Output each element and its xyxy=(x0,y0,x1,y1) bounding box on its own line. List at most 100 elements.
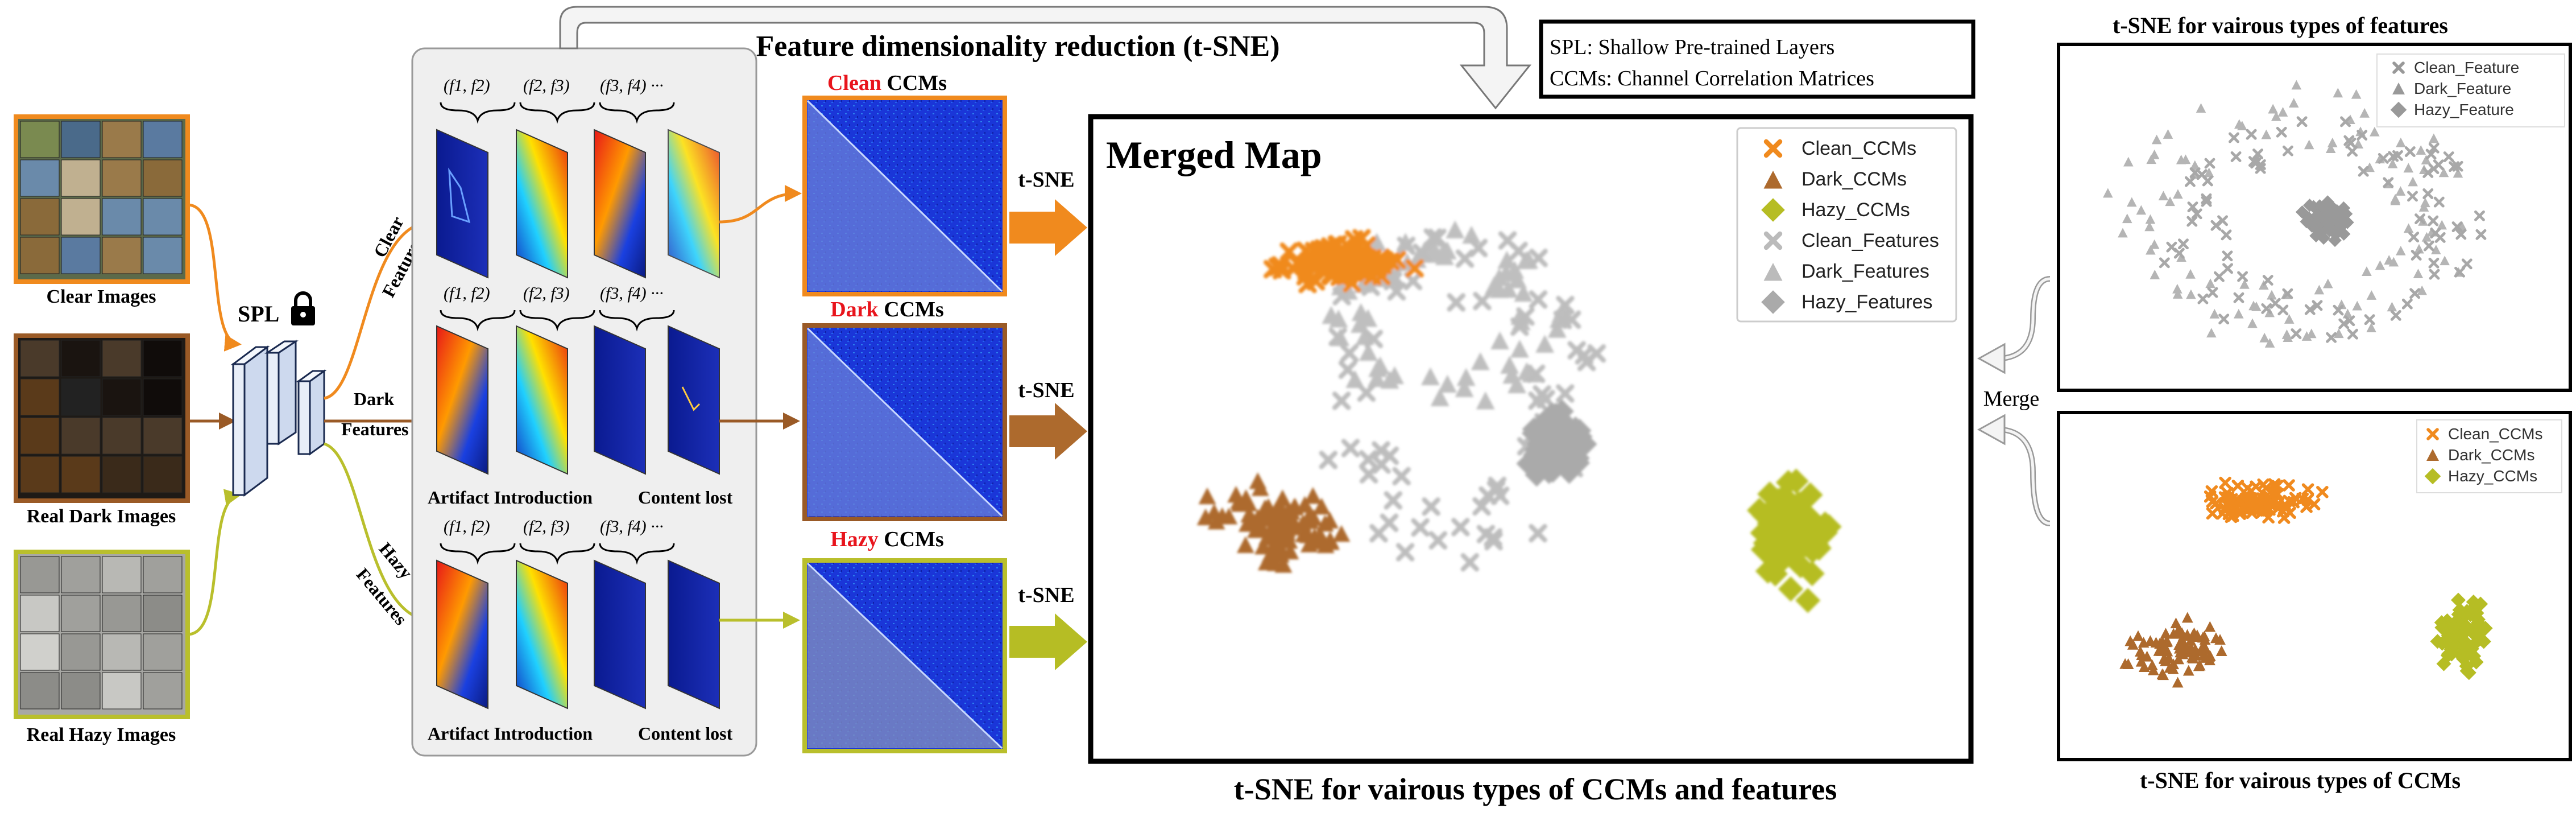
feature-panel-clean-point-stroke xyxy=(2433,196,2445,208)
ccm-panel-dark-point xyxy=(2150,637,2162,648)
ccm-panel-clean-point-stroke xyxy=(2242,494,2255,507)
feature-panel-clean-point xyxy=(2461,258,2473,270)
feature-panel-clean-point-stroke xyxy=(2356,130,2368,141)
merged-clean-feature-point-stroke xyxy=(1556,295,1575,315)
tsne-label-hazy: t-SNE xyxy=(1018,583,1074,607)
feature-panel-clean-point xyxy=(2252,149,2264,159)
ccm-title-word: Dark xyxy=(830,298,879,321)
feature-maps-hazy xyxy=(436,559,720,710)
feature-panel-dark-point xyxy=(2185,269,2196,279)
merged-clean-ccm-point xyxy=(1405,259,1424,278)
feature-panel-clean-point-stroke xyxy=(2388,151,2399,162)
ccm-panel-clean-point-stroke xyxy=(2260,482,2272,494)
feature-panel-clean-point xyxy=(2213,271,2225,282)
ccm-panel-dark-point xyxy=(2172,677,2184,688)
merged-hazy-feature-point xyxy=(1569,424,1593,449)
feature-panel-clean-point xyxy=(2455,229,2467,240)
ccm-panel-hazy-point xyxy=(2459,658,2474,674)
pair-label: (f1, f2) xyxy=(444,76,490,95)
merged-dark-ccm-point xyxy=(1267,523,1285,540)
merged-clean-feature-point xyxy=(1526,364,1546,383)
feature-panel-clean-point xyxy=(2401,298,2413,310)
arrow-spl-hazy-features xyxy=(324,442,435,629)
feature-panel-clean-point xyxy=(2429,269,2440,280)
feature-panel-clean-point xyxy=(2338,318,2350,329)
merged-clean-feature-point-stroke xyxy=(1476,525,1496,543)
ccm-panel-clean-point-stroke xyxy=(2308,498,2321,510)
feature-panel-clean-point xyxy=(2378,152,2389,164)
image-tile xyxy=(143,672,183,710)
feature-panel-hazy-point xyxy=(2316,209,2329,224)
merged-map-caption: t-SNE for vairous types of CCMs and feat… xyxy=(1234,772,1837,806)
merged-legend: Clean_CCMs Dark_CCMs Hazy_CCMs Clean_Fea… xyxy=(1736,127,1957,323)
merged-clean-feature-point-stroke xyxy=(1469,238,1488,258)
ccm-panel-dark-point xyxy=(2191,629,2203,641)
image-tile xyxy=(143,121,183,158)
merged-clean-feature-point-stroke xyxy=(1473,291,1492,311)
feature-panel-dark-point xyxy=(2437,220,2447,230)
merged-dark-feature-point xyxy=(1522,364,1541,383)
feature-panel-clean-point-stroke xyxy=(2428,142,2440,154)
ccm-panel-dark-point xyxy=(2196,644,2207,655)
merged-clean-feature-point-stroke xyxy=(1516,307,1535,326)
ccm-panel-clean-point xyxy=(2300,500,2313,513)
feature-panel-clean-point-stroke xyxy=(2246,129,2257,140)
feature-panel-dark-point xyxy=(2209,308,2220,319)
feature-panel-hazy-point xyxy=(2337,201,2351,215)
feature-panel-dark-point xyxy=(2440,255,2450,266)
feature-panel-clean-point-stroke xyxy=(2454,266,2465,278)
feature-panel-clean-point-stroke xyxy=(2407,191,2418,202)
merged-clean-feature-point xyxy=(1392,467,1411,486)
feature-panel-clean-point-stroke xyxy=(2422,188,2434,199)
feature-panel-dark-point xyxy=(2314,284,2325,295)
feature-panel-clean-point xyxy=(2202,175,2213,187)
ccm-panel-hazy-point xyxy=(2436,656,2451,671)
feature-panel-clean-point-stroke xyxy=(2451,221,2463,233)
feature-panel-clean-point-stroke xyxy=(2344,315,2355,327)
feature-panel-clean-point xyxy=(2186,216,2198,227)
pair-label: (f1, f2) xyxy=(444,284,490,303)
pair-label: (f2, f3) xyxy=(523,284,570,303)
feature-panel-clean-point-stroke xyxy=(2409,288,2421,299)
feature-panel-clean-point-stroke xyxy=(2364,314,2375,325)
image-tile xyxy=(102,633,142,671)
feature-panel-dark-point xyxy=(2180,154,2191,164)
merged-dark-ccm-point xyxy=(1283,510,1302,528)
feature-panel-clean-point-stroke xyxy=(2474,210,2485,221)
legend-marker-clean-ccms-stroke xyxy=(1763,139,1783,158)
ccm-panel-clean-point-stroke xyxy=(2272,502,2284,515)
image-tile xyxy=(61,417,101,455)
merged-clean-feature-point-stroke xyxy=(1447,293,1466,312)
merged-hazy-ccm-point xyxy=(1767,547,1793,573)
feature-panel-dark-point xyxy=(2264,338,2275,348)
feature-panel-clean-point xyxy=(2475,229,2487,240)
merged-hazy-feature-point xyxy=(1550,399,1574,423)
merged-hazy-feature-point xyxy=(1557,460,1581,484)
merged-clean-feature-point xyxy=(1395,543,1415,562)
merged-clean-feature-point-stroke xyxy=(1338,360,1357,379)
merged-dark-feature-point xyxy=(1535,335,1555,353)
ccm-panel-dark-point xyxy=(2153,645,2165,656)
hazy-row-caption-lost: Content lost xyxy=(638,723,733,744)
pair-labels-row-hazy: (f1, f2) (f2, f3) (f3, f4) ··· xyxy=(444,517,664,536)
hazy-image-tiles xyxy=(20,556,183,710)
merged-clean-feature-point xyxy=(1422,497,1440,516)
ccm-panel-clean-point xyxy=(2231,480,2244,492)
feature-panel-dark-point xyxy=(2301,331,2312,341)
image-tile xyxy=(20,198,60,236)
merged-dark-ccm-point xyxy=(1280,531,1298,549)
merged-hazy-ccm-point xyxy=(1778,576,1804,602)
tsne-arrow-clean xyxy=(1009,199,1087,256)
merged-dark-ccm-point xyxy=(1266,554,1285,571)
feature-panel-clean-point-stroke xyxy=(2404,146,2416,158)
image-tile xyxy=(20,417,60,455)
merged-dark-ccm-point xyxy=(1271,538,1289,555)
feature-panel-clean-point xyxy=(2408,232,2420,243)
merged-dark-feature-point xyxy=(1438,374,1457,393)
merged-clean-feature-point-stroke xyxy=(1328,327,1347,347)
merged-dark-feature-point xyxy=(1430,388,1449,406)
feature-panel-dark-point xyxy=(2323,278,2333,288)
legend-marker-clean-feature xyxy=(2392,61,2405,74)
merged-clean-feature-point-stroke xyxy=(1486,480,1506,500)
feature-panel-dark-point xyxy=(2359,108,2370,118)
